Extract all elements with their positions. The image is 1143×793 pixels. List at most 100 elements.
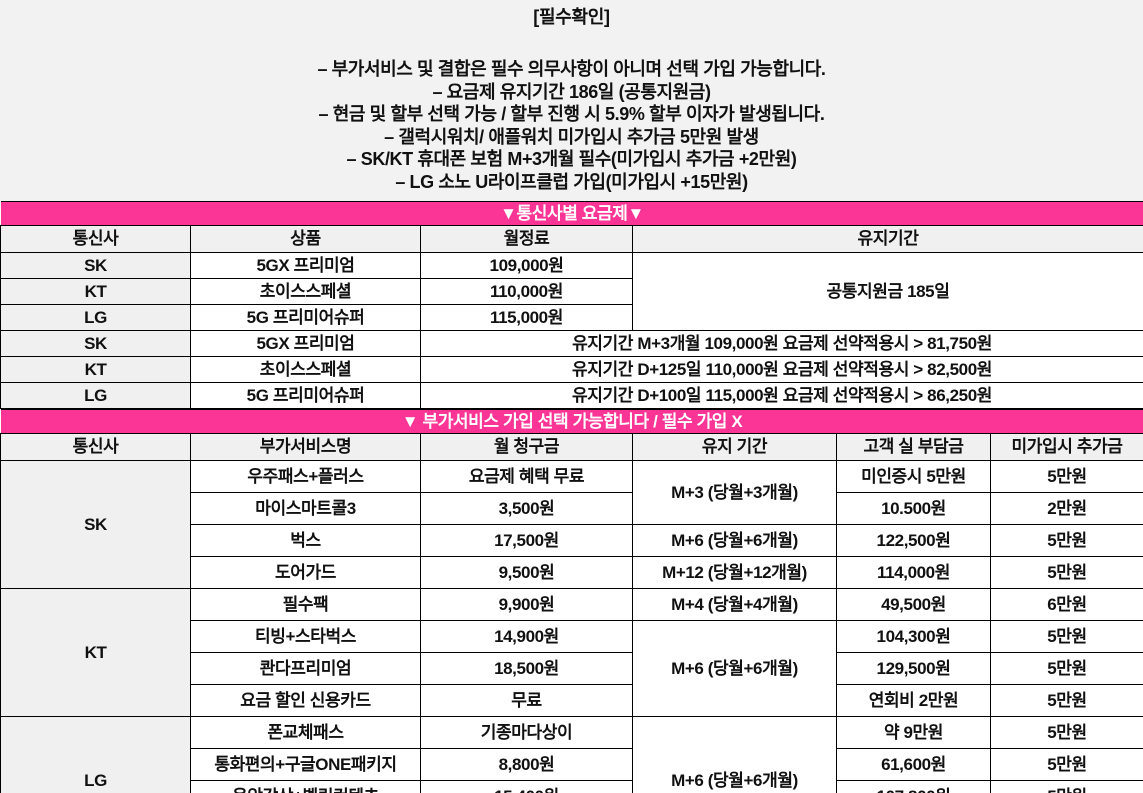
- table-row: 요금 할인 신용카드 무료 연회비 2만원 5만원: [1, 684, 1143, 717]
- addon-table-header-row: 통신사 부가서비스명 월 청구금 유지 기간 고객 실 부담금 미가입시 추가금: [0, 433, 1143, 461]
- plan-table-banner: ▼통신사별 요금제▼: [0, 201, 1143, 226]
- plan-carrier: SK: [0, 252, 191, 279]
- notice-line: – 현금 및 할부 선택 가능 / 할부 진행 시 5.9% 할부 이자가 발생…: [318, 104, 825, 124]
- plan-product: 5GX 프리미엄: [190, 330, 421, 357]
- table-row: SK 우주패스+플러스 요금제 혜택 무료 M+3 (당월+3개월) 미인증시 …: [0, 460, 1143, 589]
- addon-actual-cost: 107,800원: [836, 780, 991, 793]
- notice-line: – LG 소노 U라이프클럽 가입(미가입시 +15만원): [395, 171, 748, 192]
- plan-carrier: LG: [0, 304, 191, 331]
- addon-penalty: 5만원: [990, 748, 1143, 781]
- table-row: KT 초이스스페셜 110,000원: [0, 278, 1143, 305]
- plan-product: 5G 프리미어슈퍼: [190, 382, 421, 409]
- addon-retention-period: M+6 (당월+6개월): [632, 620, 837, 717]
- addon-monthly-charge: 무료: [420, 684, 633, 717]
- addon-monthly-charge: 15,400원: [420, 780, 633, 793]
- addon-penalty: 5만원: [990, 524, 1143, 557]
- table-row: SK 5GX 프리미엄 109,000원 공통지원금 185일: [0, 252, 1143, 331]
- addon-carrier: SK: [0, 460, 191, 589]
- addon-penalty: 2만원: [990, 492, 1143, 525]
- table-row: LG 폰교체패스 기종마다상이 M+6 (당월+6개월) 약 9만원 5만원: [0, 716, 1143, 793]
- plan-product: 5G 프리미어슈퍼: [190, 304, 421, 331]
- addon-table: ▼ 부가서비스 가입 선택 가능합니다 / 필수 가입 X 통신사 부가서비스명…: [0, 409, 1143, 793]
- addon-header-monthly-charge: 월 청구금: [420, 433, 633, 461]
- addon-service-name: 필수팩: [190, 588, 421, 621]
- table-row: KT 필수팩 9,900원 M+4 (당월+4개월) 49,500원 6만원: [0, 588, 1143, 717]
- plan-monthly: 109,000원: [420, 252, 633, 279]
- addon-monthly-charge: 17,500원: [420, 524, 633, 557]
- table-row: 음악감상+벨링컨텐츠 15,400원 107,800원 5만원: [1, 780, 1143, 793]
- addon-actual-cost: 연회비 2만원: [836, 684, 991, 717]
- addon-header-retention-period: 유지 기간: [632, 433, 837, 461]
- addon-monthly-charge: 기종마다상이: [420, 716, 633, 749]
- plan-detail: 유지기간 D+125일 110,000원 요금제 선약적용시 > 82,500원: [419, 356, 1143, 383]
- addon-header-penalty: 미가입시 추가금: [990, 433, 1143, 461]
- addon-actual-cost: 61,600원: [836, 748, 991, 781]
- plan-detail: 유지기간 D+100일 115,000원 요금제 선약적용시 > 86,250원: [419, 382, 1143, 409]
- addon-penalty: 5만원: [990, 716, 1143, 749]
- table-row: 통화편의+구글ONE패키지 8,800원 61,600원 5만원: [1, 748, 1143, 781]
- plan-product: 초이스스페셜: [190, 356, 421, 383]
- table-row: 티빙+스타벅스 14,900원 M+6 (당월+6개월) 104,300원 5만…: [1, 620, 1143, 717]
- addon-service-name: 통화편의+구글ONE패키지: [190, 748, 421, 781]
- plan-header-carrier: 통신사: [0, 225, 191, 253]
- addon-monthly-charge: 9,900원: [420, 588, 633, 621]
- notice-title: [필수확인]: [533, 7, 610, 27]
- notice-line: – 갤럭시워치/ 애플워치 미가입시 추가금 5만원 발생: [384, 126, 759, 147]
- addon-service-name: 음악감상+벨링컨텐츠: [190, 780, 421, 793]
- plan-carrier: KT: [0, 278, 191, 305]
- plan-table: ▼통신사별 요금제▼ 통신사 상품 월정료 유지기간 SK 5GX 프리미엄 1…: [0, 201, 1143, 409]
- addon-penalty: 5만원: [990, 780, 1143, 793]
- plan-carrier: SK: [0, 330, 191, 357]
- addon-retention-period: M+3 (당월+3개월): [632, 460, 837, 525]
- table-row: 도어가드 9,500원 M+12 (당월+12개월) 114,000원 5만원: [1, 556, 1143, 589]
- table-row: 마이스마트콜3 3,500원 10.500원 2만원: [1, 492, 1143, 525]
- addon-actual-cost: 129,500원: [836, 652, 991, 685]
- table-row: KT 초이스스페셜 유지기간 D+125일 110,000원 요금제 선약적용시…: [0, 356, 1143, 383]
- addon-penalty: 6만원: [990, 588, 1143, 621]
- plan-header-monthly: 월정료: [420, 225, 633, 253]
- table-row: LG 5G 프리미어슈퍼 유지기간 D+100일 115,000원 요금제 선약…: [0, 382, 1143, 409]
- addon-service-name: 티빙+스타벅스: [190, 620, 421, 653]
- plan-carrier: LG: [0, 382, 191, 409]
- plan-monthly: 115,000원: [420, 304, 633, 331]
- notice-line: – SK/KT 휴대폰 보험 M+3개월 필수(미가입시 추가금 +2만원): [346, 149, 797, 169]
- addon-monthly-charge: 14,900원: [420, 620, 633, 653]
- addon-actual-cost: 49,500원: [836, 588, 991, 621]
- addon-monthly-charge: 8,800원: [420, 748, 633, 781]
- addon-service-name: 우주패스+플러스: [190, 460, 421, 493]
- addon-penalty: 5만원: [990, 620, 1143, 653]
- addon-service-name: 콴다프리미엄: [190, 652, 421, 685]
- addon-carrier: KT: [0, 588, 191, 717]
- addon-retention-period: M+6 (당월+6개월): [632, 524, 837, 557]
- addon-carrier: LG: [0, 716, 191, 793]
- plan-carrier: KT: [0, 356, 191, 383]
- addon-service-name: 도어가드: [190, 556, 421, 589]
- addon-monthly-charge: 요금제 혜택 무료: [420, 460, 633, 493]
- plan-product: 초이스스페셜: [190, 278, 421, 305]
- addon-retention-period: M+12 (당월+12개월): [632, 556, 837, 589]
- notice-line: – 요금제 유지기간 186일 (공통지원금): [432, 81, 711, 102]
- addon-header-carrier: 통신사: [0, 433, 191, 461]
- addon-header-actual-cost: 고객 실 부담금: [836, 433, 991, 461]
- addon-header-service-name: 부가서비스명: [190, 433, 421, 461]
- addon-penalty: 5만원: [990, 460, 1143, 493]
- plan-monthly: 110,000원: [420, 278, 633, 305]
- plan-header-duration: 유지기간: [631, 225, 1143, 253]
- addon-retention-period: M+4 (당월+4개월): [632, 588, 837, 621]
- addon-monthly-charge: 3,500원: [420, 492, 633, 525]
- addon-service-name: 마이스마트콜3: [190, 492, 421, 525]
- addon-actual-cost: 미인증시 5만원: [836, 460, 991, 493]
- addon-actual-cost: 114,000원: [836, 556, 991, 589]
- notice-table-spacer: [0, 193, 1143, 201]
- plan-detail: 유지기간 M+3개월 109,000원 요금제 선약적용시 > 81,750원: [419, 330, 1143, 357]
- addon-service-name: 요금 할인 신용카드: [190, 684, 421, 717]
- addon-penalty: 5만원: [990, 556, 1143, 589]
- plan-product: 5GX 프리미엄: [190, 252, 421, 279]
- plan-header-product: 상품: [190, 225, 421, 253]
- plan-table-header-row: 통신사 상품 월정료 유지기간: [0, 225, 1143, 253]
- addon-actual-cost: 10.500원: [836, 492, 991, 525]
- notice-line: – 부가서비스 및 결합은 필수 의무사항이 아니며 선택 가입 가능합니다.: [317, 59, 826, 79]
- addon-retention-period: M+6 (당월+6개월): [632, 716, 837, 793]
- addon-penalty: 5만원: [990, 652, 1143, 685]
